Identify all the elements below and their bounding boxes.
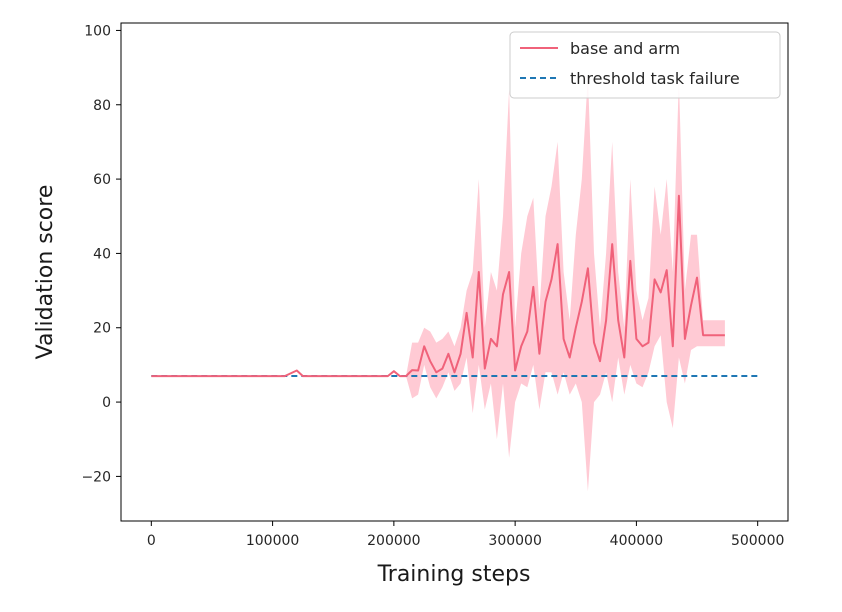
y-tick-label: −20 [81,469,111,485]
x-axis-ticks: 0 100000 200000 300000 400000 500000 [147,521,784,549]
y-tick-label: 60 [93,172,111,188]
legend-label-base-and-arm: base and arm [570,39,680,58]
y-tick-label: 0 [102,395,111,411]
plot-area [151,75,758,492]
x-tick-label: 200000 [367,533,420,549]
axes-frame [120,22,789,522]
y-tick-label: 80 [93,98,111,114]
x-tick-label: 300000 [488,533,541,549]
x-axis-title: Training steps [377,562,531,587]
y-tick-label: 40 [93,246,111,262]
y-axis-title: Validation score [33,185,58,360]
x-tick-label: 100000 [246,533,299,549]
x-tick-label: 0 [147,533,156,549]
y-tick-label: 100 [84,23,111,39]
legend-box [509,31,781,99]
legend: base and arm threshold task failure [509,31,781,99]
x-tick-label: 400000 [610,533,663,549]
series-band-base-and-arm [151,75,725,492]
y-tick-label: 20 [93,321,111,337]
x-tick-label: 500000 [731,533,784,549]
series-line-base-and-arm [151,194,725,378]
legend-label-threshold: threshold task failure [570,69,740,88]
y-axis-ticks: −20 0 20 40 60 80 100 [81,23,121,485]
